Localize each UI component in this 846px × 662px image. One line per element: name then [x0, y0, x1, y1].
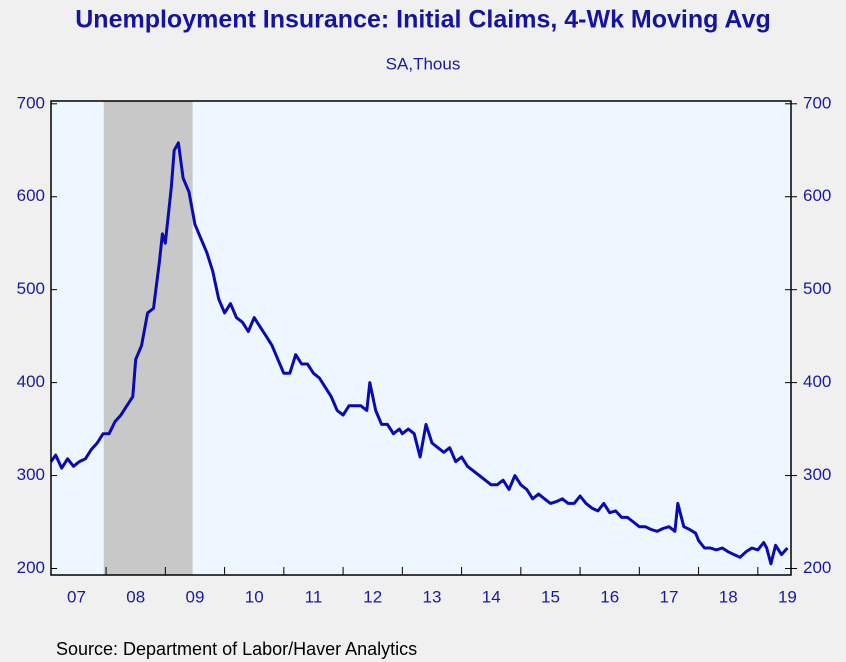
y2-tick-label: 400 — [803, 372, 831, 391]
x-tick-label: 12 — [363, 587, 382, 606]
y2-tick-label: 500 — [803, 279, 831, 298]
x-tick-label: 09 — [186, 587, 205, 606]
x-tick-label: 18 — [719, 587, 738, 606]
x-tick-label: 10 — [245, 587, 264, 606]
y-tick-label: 400 — [17, 372, 45, 391]
x-tick-label: 16 — [600, 587, 619, 606]
y-tick-label: 700 — [17, 93, 45, 112]
y2-tick-label: 600 — [803, 186, 831, 205]
x-tick-label: 14 — [482, 587, 501, 606]
x-tick-label: 15 — [541, 587, 560, 606]
plot-frame — [50, 100, 792, 576]
y2-tick-label: 300 — [803, 465, 831, 484]
x-tick-label: 19 — [778, 587, 797, 606]
y2-tick-label: 700 — [803, 93, 831, 112]
x-tick-label: 13 — [422, 587, 441, 606]
x-tick-label: 07 — [67, 587, 86, 606]
y-tick-label: 300 — [17, 465, 45, 484]
chart-subtitle: SA,Thous — [386, 54, 461, 73]
x-tick-label: 08 — [126, 587, 145, 606]
data-line — [49, 141, 789, 566]
y-tick-label: 200 — [17, 558, 45, 577]
x-tick-label: 17 — [659, 587, 678, 606]
source: Source: Department of Labor/Haver Analyt… — [56, 639, 417, 659]
y-tick-label: 600 — [17, 186, 45, 205]
y2-tick-label: 200 — [803, 558, 831, 577]
x-tick-label: 11 — [305, 587, 323, 606]
y-tick-label: 500 — [17, 279, 45, 298]
recession-band — [103, 101, 193, 575]
chart-title: Unemployment Insurance: Initial Claims, … — [75, 6, 770, 34]
